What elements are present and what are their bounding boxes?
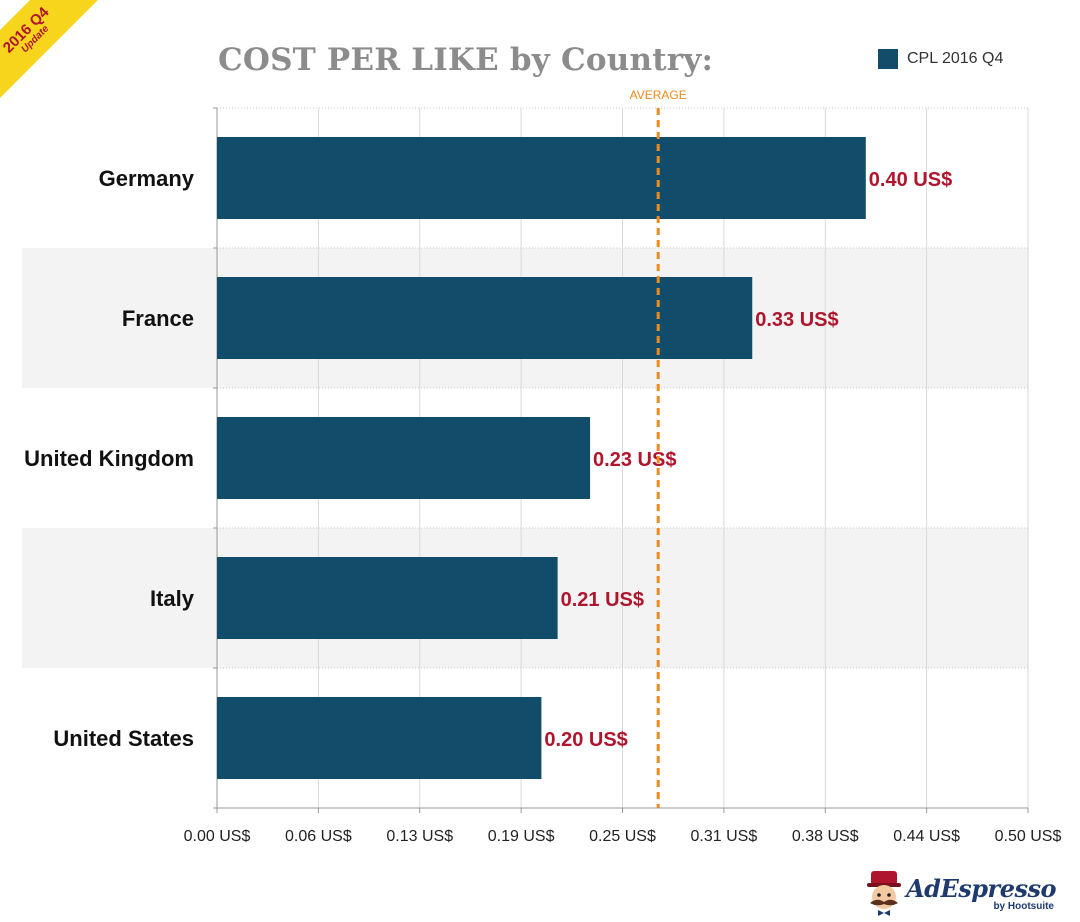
- category-label: Germany: [99, 166, 195, 191]
- bar-united-states: [217, 697, 542, 779]
- x-tick-label: 0.31 US$: [691, 828, 758, 845]
- legend-label: CPL 2016 Q4: [907, 50, 1004, 67]
- brand-name: AdEspresso: [906, 874, 1056, 903]
- data-label: 0.23 US$: [593, 449, 676, 471]
- bar-italy: [217, 557, 558, 639]
- legend: CPL 2016 Q4: [878, 48, 1003, 70]
- x-tick-label: 0.50 US$: [995, 828, 1062, 845]
- category-label: United States: [53, 726, 194, 751]
- brand-subtitle: by Hootsuite: [993, 901, 1054, 912]
- data-label: 0.33 US$: [755, 309, 838, 331]
- category-label: United Kingdom: [24, 446, 194, 471]
- x-tick-label: 0.44 US$: [893, 828, 960, 845]
- chart-title: COST PER LIKE by Country:: [218, 42, 714, 78]
- legend-swatch: [878, 49, 898, 69]
- category-label: France: [122, 306, 194, 331]
- x-tick-label: 0.38 US$: [792, 828, 859, 845]
- average-label: AVERAGE: [630, 88, 687, 102]
- x-tick-label: 0.06 US$: [285, 828, 352, 845]
- x-tick-label: 0.19 US$: [488, 828, 555, 845]
- data-label: 0.20 US$: [544, 729, 627, 751]
- bar-germany: [217, 137, 866, 219]
- bar-united-kingdom: [217, 417, 591, 499]
- brand-logo: AdEspresso by Hootsuite: [862, 868, 1062, 918]
- mascot-icon: [867, 871, 901, 916]
- x-tick-label: 0.25 US$: [589, 828, 656, 845]
- data-label: 0.40 US$: [869, 169, 952, 191]
- category-label: Italy: [150, 586, 195, 611]
- bar-france: [217, 277, 753, 359]
- x-tick-label: 0.13 US$: [386, 828, 453, 845]
- data-label: 0.21 US$: [561, 589, 644, 611]
- x-tick-label: 0.00 US$: [184, 828, 251, 845]
